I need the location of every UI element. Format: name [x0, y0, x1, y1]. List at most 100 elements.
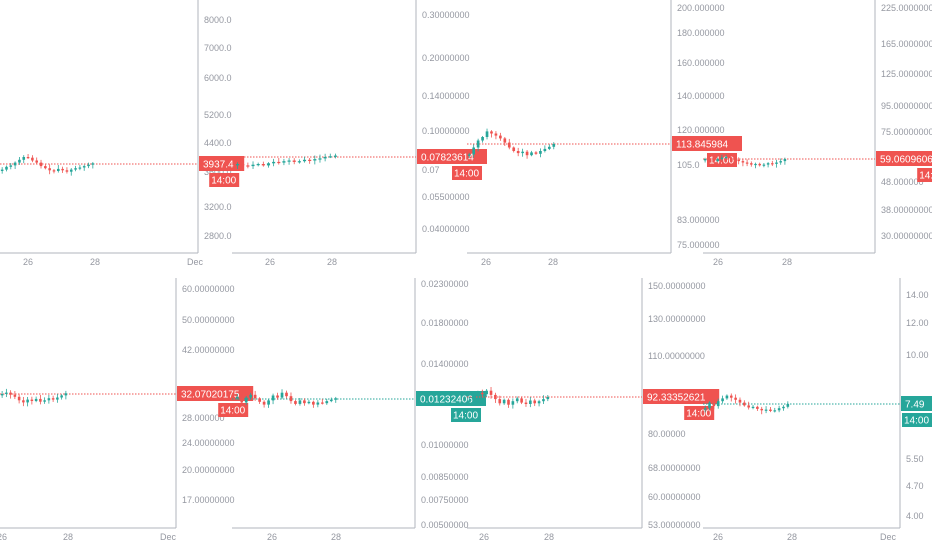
- candle-body: [494, 133, 498, 136]
- chart-pane-5[interactable]: 17.00000000 20.00000000 24.00000000 28.0000…: [0, 278, 254, 542]
- candle-body: [246, 165, 250, 167]
- candle-body: [525, 151, 529, 156]
- candle-body: [241, 164, 245, 166]
- chart-pane-6[interactable]: 0.00500000 0.00750000 0.00850000 0.01000000…: [232, 278, 486, 542]
- candle-body: [738, 399, 742, 403]
- candle-body: [754, 163, 757, 166]
- candle-body: [0, 394, 4, 396]
- last-price-label: 0.01232406: [420, 395, 473, 406]
- price-tick-label: 50.00000000: [182, 315, 235, 325]
- price-tick-label: 160.000000: [677, 58, 725, 68]
- candle-body: [543, 148, 547, 151]
- candle-body: [47, 398, 51, 401]
- candle-body: [318, 158, 322, 160]
- candle-body: [253, 394, 257, 399]
- candle-body: [82, 166, 86, 168]
- candle-body: [312, 401, 315, 405]
- candle-body: [87, 164, 90, 167]
- time-tick-label: 26: [713, 257, 723, 267]
- candle-body: [78, 167, 82, 169]
- candle-body: [524, 402, 528, 404]
- last-price-label: 7.49: [905, 400, 925, 411]
- chart-pane-1[interactable]: 2800.0 3200.0 3600.0 4400.0 5200.0 6000.0 7000…: [0, 0, 245, 267]
- price-tick-label: 105.0: [677, 160, 700, 170]
- candle-body: [783, 159, 787, 162]
- candle-body: [734, 397, 737, 400]
- chart-pane-4[interactable]: 30.00000000 38.00000000 48.000000 75.000000…: [703, 0, 932, 267]
- candle-body: [31, 157, 34, 161]
- candle-body: [485, 390, 488, 395]
- time-tick-label: 28: [787, 532, 797, 542]
- candle-body: [467, 154, 471, 156]
- candle-body: [333, 155, 337, 157]
- last-price-badge: [876, 151, 932, 166]
- price-tick-label: 0.10000000: [422, 126, 470, 136]
- candle-body: [39, 162, 43, 167]
- price-tick-label: 7000.0: [204, 43, 232, 53]
- candle-body: [733, 158, 736, 160]
- last-price-label: 92.33352621: [647, 393, 706, 404]
- countdown-badge: [902, 413, 932, 427]
- countdown-label: 14:00: [454, 169, 479, 180]
- time-tick-label: Dec: [187, 257, 204, 267]
- last-price-label: 113.845984: [676, 140, 729, 151]
- candle-body: [282, 161, 286, 163]
- candle-body: [302, 159, 307, 162]
- candle-body: [703, 408, 707, 410]
- candle-body: [266, 163, 271, 166]
- candle-body: [712, 402, 716, 407]
- candle-body: [745, 162, 749, 164]
- price-tick-label: 38.00000000: [881, 205, 932, 215]
- candle-body: [56, 397, 59, 400]
- candle-body: [708, 402, 711, 409]
- chart-pane-8[interactable]: 4.004.705.508.0010.0012.0014.002628Dec7.…: [703, 278, 932, 542]
- candle-body: [756, 406, 759, 409]
- candle-body: [280, 392, 284, 398]
- candle-body: [313, 159, 317, 161]
- candle-body: [716, 401, 720, 407]
- candle-body: [490, 131, 493, 134]
- price-tick-label: 14.00: [906, 290, 929, 300]
- time-tick-label: 26: [267, 532, 277, 542]
- chart-pane-2[interactable]: 0.04000000 0.05500000 0.07 0.10000000 0.1400…: [232, 0, 487, 267]
- candle-body: [546, 397, 550, 400]
- candle-body: [737, 159, 740, 162]
- price-tick-label: 0.01000000: [421, 440, 469, 450]
- chart-pane-7[interactable]: 53.00000000 60.00000000 68.00000000 80.0000…: [467, 278, 720, 542]
- time-tick-label: 28: [63, 532, 73, 542]
- time-tick-label: 26: [481, 257, 491, 267]
- candle-body: [515, 398, 519, 402]
- candle-body: [489, 390, 493, 395]
- candle-body: [30, 399, 34, 401]
- candle-body: [285, 392, 288, 397]
- candle-body: [724, 156, 728, 159]
- price-tick-label: 68.00000000: [648, 463, 701, 473]
- candle-body: [539, 151, 542, 154]
- countdown-label: 14:00: [904, 416, 929, 427]
- candle-body: [22, 157, 26, 160]
- candle-body: [499, 135, 502, 139]
- time-tick-label: 26: [23, 257, 33, 267]
- price-tick-label: 5.50: [906, 454, 924, 464]
- candle-body: [329, 399, 333, 402]
- price-tick-label: 2800.0: [204, 231, 232, 241]
- price-tick-label: 120.000000: [677, 125, 725, 135]
- price-tick-label: 0.01400000: [421, 359, 469, 369]
- candle-body: [485, 131, 489, 137]
- countdown-badge: [218, 403, 249, 417]
- countdown-badge: [451, 408, 481, 422]
- candle-body: [782, 406, 785, 409]
- last-price-badge: [417, 149, 487, 164]
- candle-body: [297, 161, 301, 163]
- price-tick-label: 3600.0: [204, 167, 232, 177]
- chart-pane-3[interactable]: 75.000000 83.000000 105.0 120.000000 140.000…: [467, 0, 742, 267]
- candle-body: [476, 392, 480, 396]
- last-price-label: 32.07020175: [181, 390, 240, 401]
- candle-body: [244, 397, 248, 403]
- candle-body: [51, 398, 55, 400]
- candle-body: [13, 394, 17, 397]
- price-tick-label: 0.05500000: [422, 192, 470, 202]
- candle-body: [323, 157, 327, 159]
- price-tick-label: 12.00: [906, 318, 929, 328]
- price-tick-label: 4.70: [906, 481, 924, 491]
